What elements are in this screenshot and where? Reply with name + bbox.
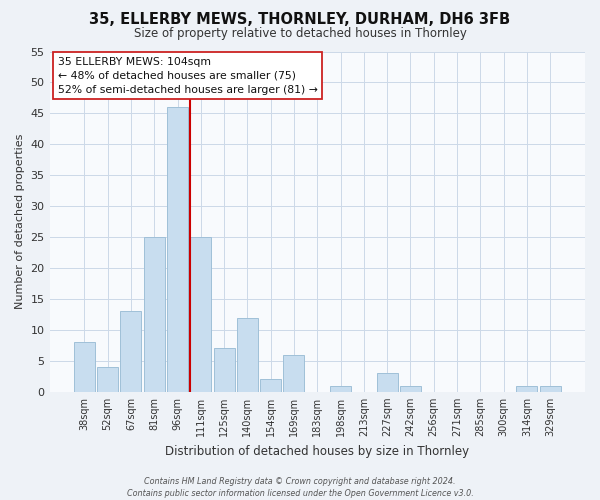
Bar — [97, 367, 118, 392]
Text: Contains HM Land Registry data © Crown copyright and database right 2024.
Contai: Contains HM Land Registry data © Crown c… — [127, 476, 473, 498]
Text: 35 ELLERBY MEWS: 104sqm
← 48% of detached houses are smaller (75)
52% of semi-de: 35 ELLERBY MEWS: 104sqm ← 48% of detache… — [58, 56, 317, 94]
X-axis label: Distribution of detached houses by size in Thornley: Distribution of detached houses by size … — [165, 444, 469, 458]
Bar — [517, 386, 538, 392]
Bar — [190, 237, 211, 392]
Bar — [121, 312, 142, 392]
Bar — [214, 348, 235, 392]
Bar — [283, 354, 304, 392]
Bar — [330, 386, 351, 392]
Bar — [237, 318, 258, 392]
Bar — [167, 107, 188, 392]
Text: Size of property relative to detached houses in Thornley: Size of property relative to detached ho… — [134, 28, 466, 40]
Bar — [377, 373, 398, 392]
Bar — [400, 386, 421, 392]
Text: 35, ELLERBY MEWS, THORNLEY, DURHAM, DH6 3FB: 35, ELLERBY MEWS, THORNLEY, DURHAM, DH6 … — [89, 12, 511, 28]
Y-axis label: Number of detached properties: Number of detached properties — [15, 134, 25, 310]
Bar — [539, 386, 560, 392]
Bar — [260, 380, 281, 392]
Bar — [144, 237, 165, 392]
Bar — [74, 342, 95, 392]
